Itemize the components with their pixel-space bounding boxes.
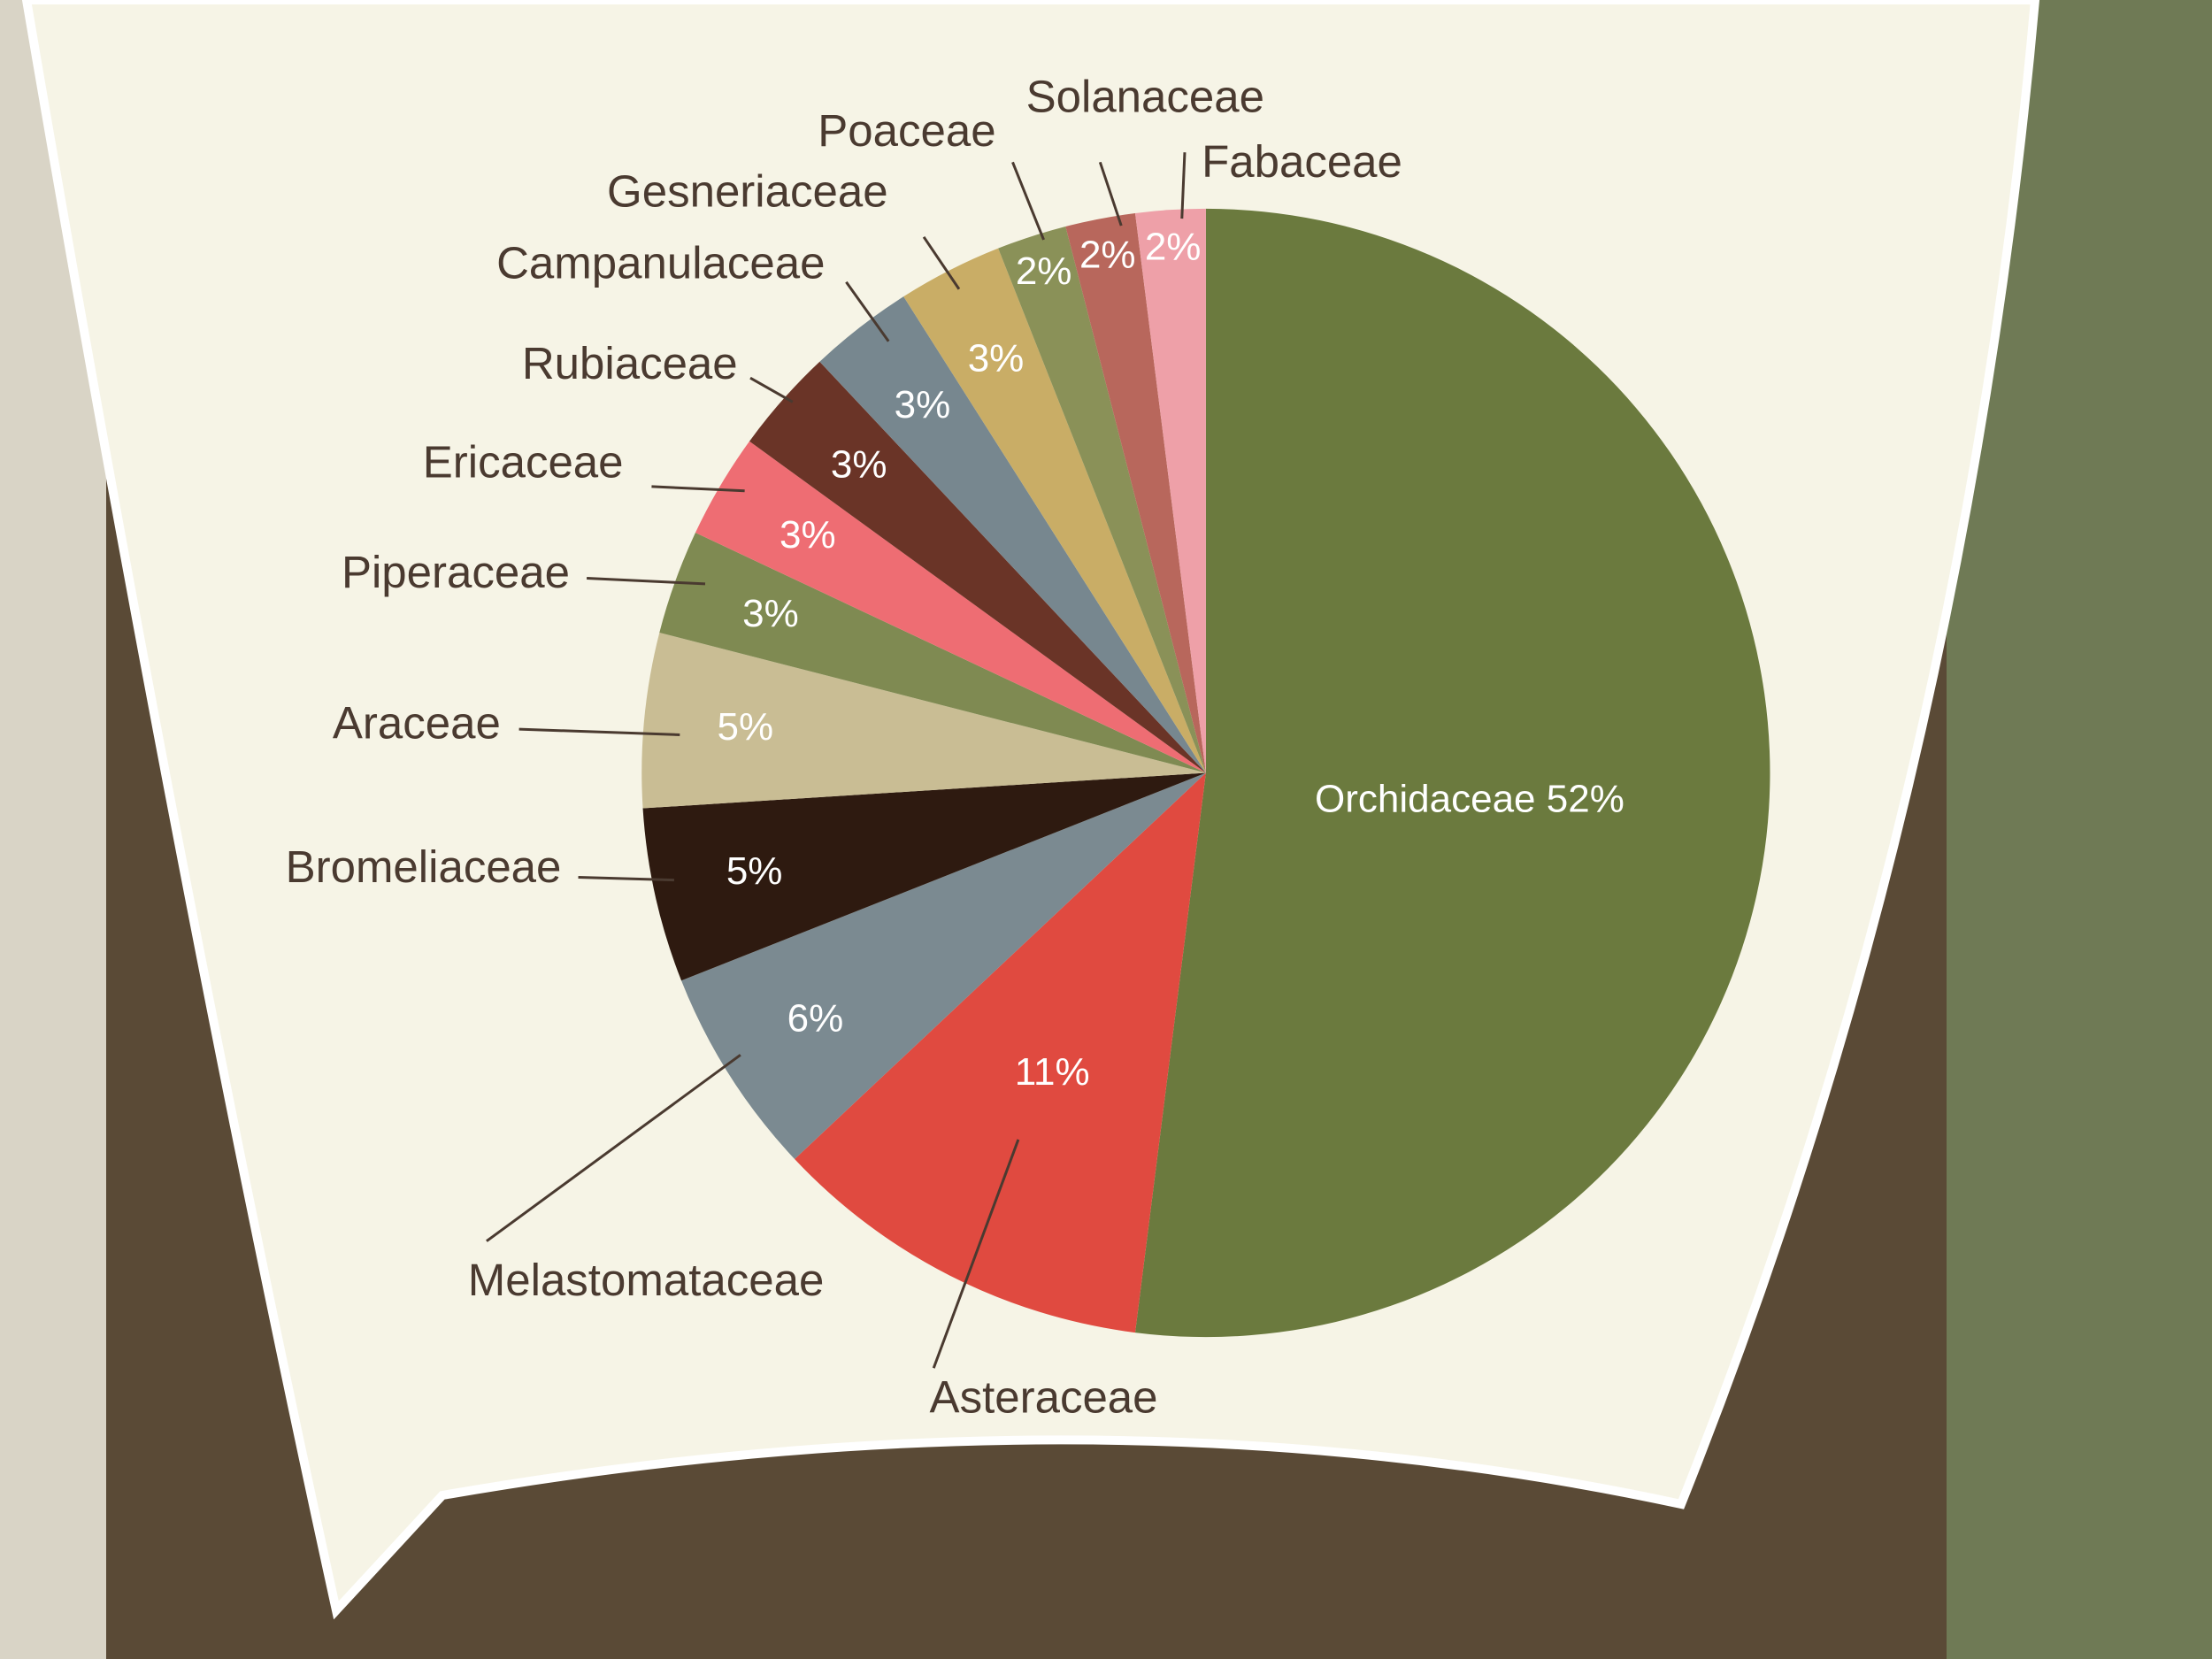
pie: Orchidaceae 52% 11% Asteraceae 6% Melastomat…: [286, 72, 1770, 1422]
category-label: Ericaceae: [423, 436, 624, 487]
leader-line: [845, 280, 890, 342]
category-label: Gesneriaceae: [607, 165, 888, 216]
category-label: Melastomataceae: [468, 1255, 825, 1305]
value-label: 11%: [1015, 1050, 1090, 1094]
value-label: 2%: [1016, 250, 1072, 293]
value-label: 3%: [968, 336, 1025, 380]
value-label: 3%: [780, 513, 836, 557]
leader-line: [486, 1054, 741, 1242]
pie-slice: [641, 632, 1206, 809]
pie-slice: [819, 296, 1206, 773]
pie-slice: [1065, 212, 1206, 773]
value-label: 5%: [726, 849, 783, 893]
pie-slice: [795, 772, 1206, 1333]
category-label: Solanaceae: [1026, 72, 1264, 122]
category-label: Asteraceae: [930, 1371, 1158, 1422]
leader-line: [651, 485, 745, 493]
leader-line: [587, 577, 706, 586]
pie-slice: [998, 226, 1206, 773]
leader-line: [578, 875, 674, 882]
value-label: 52%: [1547, 777, 1624, 820]
leader-line: [1011, 161, 1045, 241]
value-label: 2%: [1145, 225, 1202, 268]
leader-line: [1180, 152, 1187, 219]
category-label: Campanulaceae: [496, 238, 825, 288]
leader-line: [518, 727, 680, 736]
slice-label: Orchidaceae 52%: [1315, 777, 1624, 820]
pie-slice: [642, 772, 1206, 981]
category-label: Araceae: [333, 697, 501, 748]
pie-slice: [903, 248, 1206, 773]
category-label: Piperaceae: [342, 547, 570, 597]
pie-slice: [659, 533, 1206, 773]
category-label: Bromeliaceae: [286, 841, 562, 892]
leader-line: [1098, 161, 1123, 227]
category-label: Fabaceae: [1202, 136, 1402, 187]
pie-slice: [749, 361, 1206, 773]
value-label: 3%: [831, 442, 887, 486]
pie-slice: [1134, 208, 1770, 1338]
value-label: 3%: [895, 383, 951, 426]
leader-line: [749, 376, 794, 403]
leader-line: [932, 1139, 1020, 1369]
value-label: 2%: [1079, 234, 1136, 277]
pie-slice: [1134, 208, 1206, 773]
category-label: Poaceae: [818, 105, 995, 156]
value-label: 6%: [787, 996, 844, 1040]
value-label: 3%: [742, 592, 799, 635]
pie-slice: [695, 441, 1206, 773]
value-label: 5%: [718, 705, 774, 749]
pie-slice: [681, 772, 1206, 1159]
leader-line: [922, 235, 961, 290]
category-label: Rubiaceae: [522, 338, 738, 388]
category-label: Orchidaceae: [1315, 777, 1535, 820]
